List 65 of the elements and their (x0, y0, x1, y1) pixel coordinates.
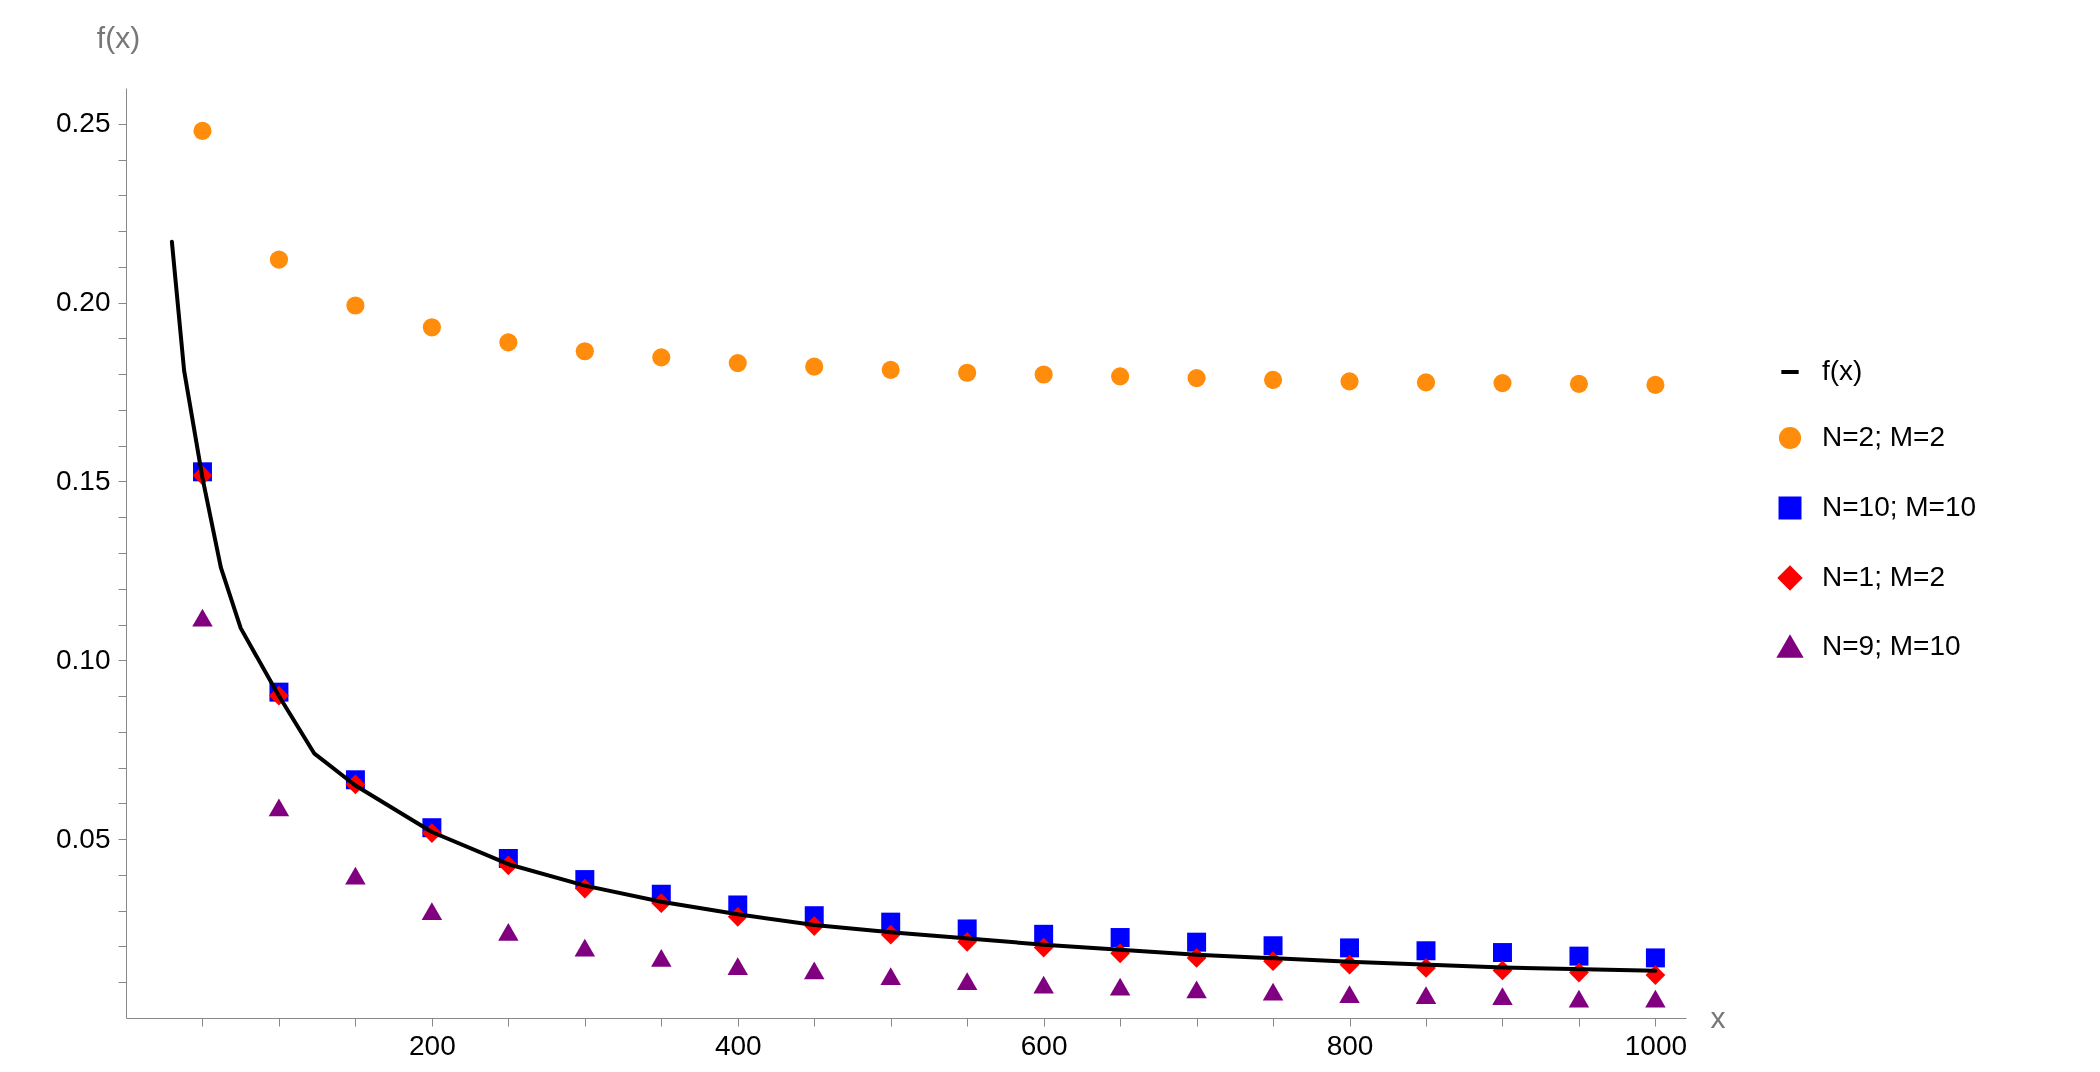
y-tick-label: 0.15 (56, 464, 111, 496)
point (652, 348, 671, 367)
point (958, 363, 977, 382)
point (498, 922, 519, 941)
point (956, 972, 978, 991)
x-tick-label: 600 (1020, 1029, 1068, 1061)
point (803, 961, 825, 980)
point (1493, 374, 1512, 393)
x-tick-label: 800 (1326, 1029, 1374, 1061)
y-axis-title: f(x) (96, 20, 141, 54)
point (1033, 975, 1054, 994)
point (268, 798, 290, 817)
point (1645, 989, 1666, 1008)
point (728, 354, 747, 373)
legend-label: N=9; M=10 (1822, 630, 1961, 661)
point (1110, 928, 1130, 948)
point (1569, 946, 1589, 966)
x-axis-title: x (1710, 1000, 1726, 1034)
x-tick-label: 200 (409, 1029, 456, 1061)
point (805, 357, 824, 376)
point (727, 957, 749, 976)
point (881, 360, 900, 379)
legend-label: f(x) (1822, 355, 1863, 386)
point (880, 967, 901, 986)
point (1415, 986, 1437, 1004)
point (192, 608, 213, 627)
point (1034, 365, 1053, 384)
legend-label: N=2; M=2 (1822, 421, 1945, 452)
y-tick-label: 0.20 (56, 286, 111, 318)
point (1262, 982, 1284, 1001)
point (422, 318, 441, 337)
point (1568, 989, 1590, 1008)
point (1340, 372, 1359, 391)
point (346, 296, 365, 315)
point (1109, 977, 1131, 996)
y-tick-label: 0.05 (56, 822, 111, 854)
point (1263, 370, 1283, 389)
point (574, 938, 596, 957)
point (1187, 369, 1206, 388)
legend-label: N=10; M=10 (1822, 491, 1977, 522)
y-tick-label: 0.10 (56, 643, 111, 675)
legend-label: N=1; M=2 (1822, 561, 1945, 592)
point (1646, 375, 1665, 394)
point (1339, 985, 1360, 1003)
point (575, 342, 594, 361)
point (1492, 987, 1513, 1006)
x-tick-label: 1000 (1624, 1029, 1688, 1061)
point (1187, 932, 1207, 952)
point (1111, 367, 1130, 386)
point (651, 949, 672, 967)
point (421, 902, 443, 920)
point (499, 333, 518, 352)
point (345, 866, 366, 885)
x-tick-label: 400 (714, 1029, 762, 1061)
y-tick-label: 0.25 (56, 107, 111, 139)
point (1645, 948, 1665, 968)
point (1416, 941, 1436, 961)
point (193, 121, 212, 140)
point (1340, 938, 1360, 958)
point (1263, 936, 1283, 956)
point (1186, 980, 1207, 999)
point (269, 250, 289, 269)
point (1416, 373, 1436, 392)
point (1492, 943, 1512, 963)
point (1569, 374, 1589, 393)
